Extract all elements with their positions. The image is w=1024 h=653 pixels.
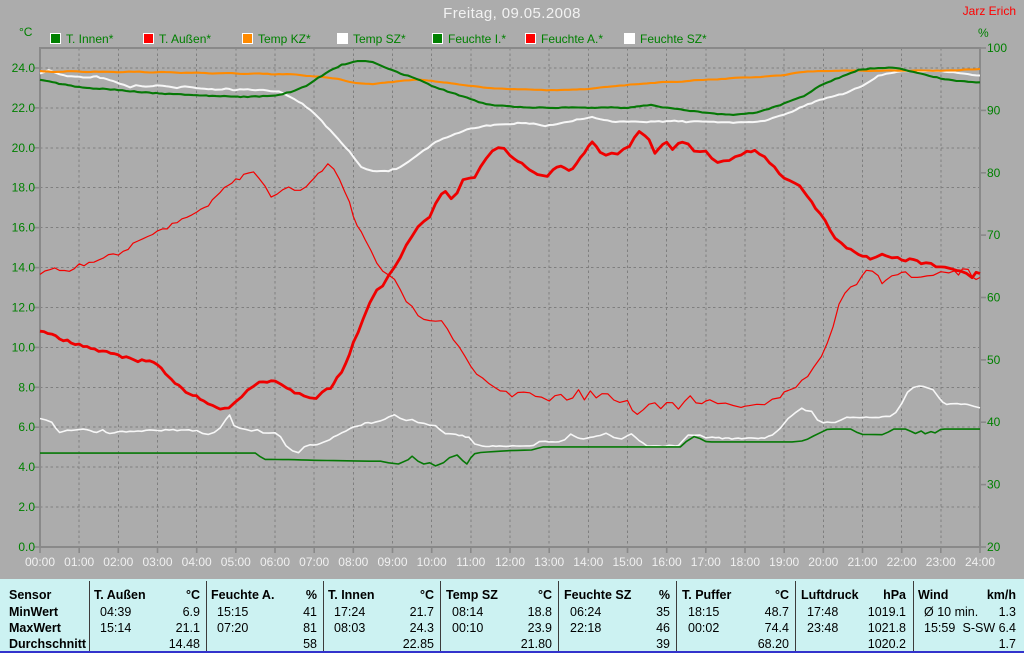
svg-text:01:00: 01:00 <box>64 555 94 569</box>
svg-text:24.0: 24.0 <box>12 61 36 75</box>
svg-text:10:00: 10:00 <box>417 555 447 569</box>
svg-text:15:00: 15:00 <box>612 555 642 569</box>
svg-text:6.0: 6.0 <box>18 420 35 434</box>
svg-text:60: 60 <box>987 291 1001 305</box>
svg-text:50: 50 <box>987 353 1001 367</box>
svg-text:10.0: 10.0 <box>12 340 36 354</box>
svg-text:22.0: 22.0 <box>12 101 36 115</box>
svg-text:90: 90 <box>987 103 1001 117</box>
svg-text:02:00: 02:00 <box>103 555 133 569</box>
svg-text:09:00: 09:00 <box>377 555 407 569</box>
svg-text:8.0: 8.0 <box>18 380 35 394</box>
svg-text:16.0: 16.0 <box>12 221 36 235</box>
svg-text:11:00: 11:00 <box>456 555 485 569</box>
svg-text:20:00: 20:00 <box>808 555 838 569</box>
svg-text:14:00: 14:00 <box>573 555 603 569</box>
svg-text:18:00: 18:00 <box>730 555 760 569</box>
svg-text:40: 40 <box>987 415 1001 429</box>
svg-text:04:00: 04:00 <box>182 555 212 569</box>
svg-text:21:00: 21:00 <box>847 555 877 569</box>
svg-text:20.0: 20.0 <box>12 141 36 155</box>
svg-text:80: 80 <box>987 166 1001 180</box>
svg-text:17:00: 17:00 <box>691 555 721 569</box>
svg-text:100: 100 <box>987 41 1007 55</box>
svg-text:0.0: 0.0 <box>18 540 35 554</box>
svg-text:03:00: 03:00 <box>142 555 172 569</box>
svg-text:05:00: 05:00 <box>221 555 251 569</box>
svg-text:30: 30 <box>987 478 1001 492</box>
svg-text:13:00: 13:00 <box>534 555 564 569</box>
svg-text:12:00: 12:00 <box>495 555 525 569</box>
svg-text:70: 70 <box>987 228 1001 242</box>
svg-text:18.0: 18.0 <box>12 181 36 195</box>
svg-text:12.0: 12.0 <box>12 301 36 315</box>
svg-text:16:00: 16:00 <box>652 555 682 569</box>
svg-text:2.0: 2.0 <box>18 500 35 514</box>
svg-text:4.0: 4.0 <box>18 460 35 474</box>
svg-text:07:00: 07:00 <box>299 555 329 569</box>
svg-text:22:00: 22:00 <box>887 555 917 569</box>
svg-text:00:00: 00:00 <box>25 555 55 569</box>
svg-text:06:00: 06:00 <box>260 555 290 569</box>
svg-text:19:00: 19:00 <box>769 555 799 569</box>
svg-text:24:00: 24:00 <box>965 555 995 569</box>
svg-text:14.0: 14.0 <box>12 261 36 275</box>
svg-text:23:00: 23:00 <box>926 555 956 569</box>
svg-text:08:00: 08:00 <box>338 555 368 569</box>
svg-text:20: 20 <box>987 540 1001 554</box>
